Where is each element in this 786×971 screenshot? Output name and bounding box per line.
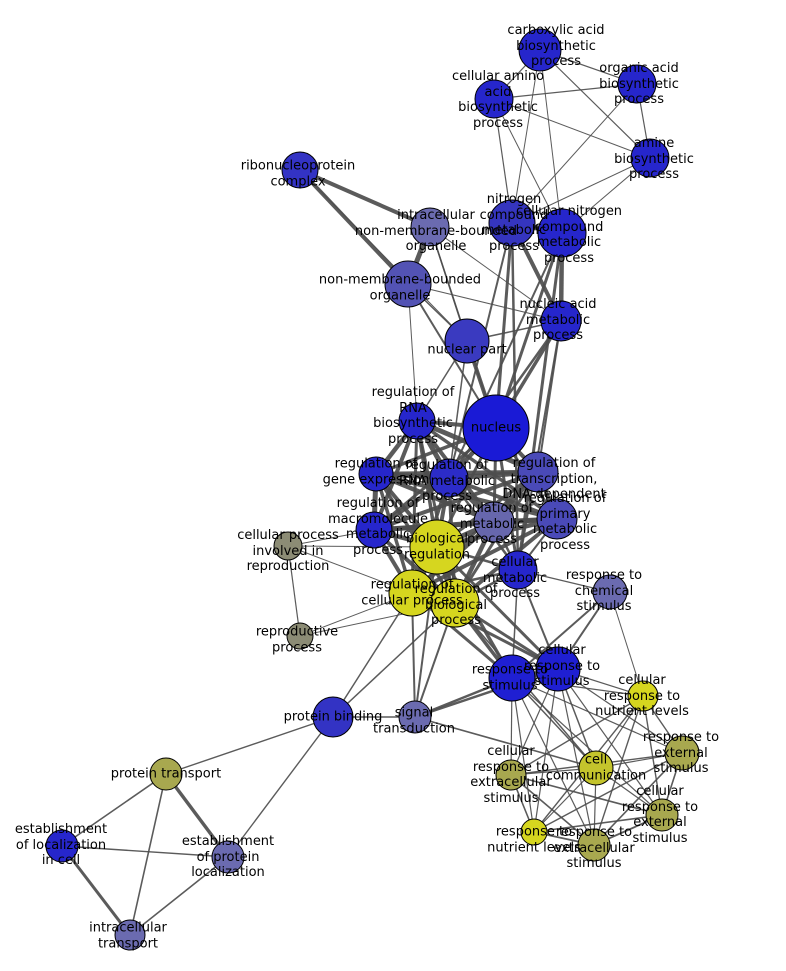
- graph-node-regulation-of-gene-expression[interactable]: [358, 456, 394, 492]
- graph-edge[interactable]: [593, 695, 644, 846]
- graph-edge[interactable]: [557, 668, 683, 754]
- graph-edge[interactable]: [375, 471, 495, 525]
- graph-edge[interactable]: [511, 83, 638, 224]
- graph-node-regulation-of-biological-process[interactable]: [430, 578, 480, 628]
- graph-edge[interactable]: [510, 695, 644, 776]
- graph-node-protein-binding[interactable]: [312, 696, 354, 738]
- graph-edge[interactable]: [533, 668, 559, 833]
- graph-node-cellular-response-to-stimulus[interactable]: [535, 646, 581, 692]
- graph-node-nuclear-part[interactable]: [444, 318, 490, 364]
- graph-edge[interactable]: [164, 772, 230, 859]
- graph-edge[interactable]: [435, 545, 560, 671]
- graph-edge[interactable]: [539, 49, 651, 159]
- graph-node-regulation-of-rna-metabolic-process[interactable]: [429, 458, 469, 498]
- graph-node-carboxylic-acid-biosynthetic-process[interactable]: [518, 28, 562, 72]
- graph-node-response-to-nutrient-levels[interactable]: [520, 818, 548, 846]
- graph-node-regulation-of-rna-biosynthetic-process[interactable]: [398, 402, 436, 440]
- graph-node-cellular-process-involved-in-reproduction[interactable]: [273, 531, 303, 561]
- graph-node-response-to-stimulus[interactable]: [488, 654, 536, 702]
- graph-node-establishment-of-protein-localization[interactable]: [211, 840, 245, 874]
- graph-node-protein-transport[interactable]: [149, 757, 183, 791]
- graph-edge[interactable]: [493, 83, 638, 100]
- graph-edge[interactable]: [429, 226, 562, 322]
- graph-node-non-membrane-bounded-organelle[interactable]: [384, 260, 432, 308]
- graph-edge[interactable]: [510, 774, 663, 816]
- graph-node-organic-acid-biosynthetic-process[interactable]: [617, 64, 657, 104]
- graph-node-regulation-of-macromolecule-metabolic-process[interactable]: [355, 511, 393, 549]
- graph-node-establishment-of-localization-in-cell[interactable]: [45, 829, 79, 863]
- graph-edge[interactable]: [609, 591, 644, 697]
- node-layer: [45, 28, 700, 951]
- graph-edge[interactable]: [129, 773, 167, 936]
- graph-node-nucleus[interactable]: [462, 394, 530, 462]
- graph-edge[interactable]: [227, 716, 334, 858]
- graph-edge[interactable]: [557, 668, 595, 846]
- graph-edge[interactable]: [511, 677, 595, 846]
- graph-edge[interactable]: [332, 602, 456, 718]
- graph-node-signal-transduction[interactable]: [398, 700, 432, 734]
- graph-node-amine-biosynthetic-process[interactable]: [630, 138, 670, 178]
- graph-node-response-to-external-stimulus[interactable]: [664, 735, 700, 771]
- graph-edge[interactable]: [516, 232, 564, 571]
- graph-node-reproductive-process[interactable]: [286, 622, 314, 650]
- graph-node-cellular-response-to-extracellular-stimulus[interactable]: [495, 759, 527, 791]
- graph-edge[interactable]: [414, 667, 559, 719]
- graph-edge[interactable]: [511, 677, 535, 833]
- graph-edge[interactable]: [60, 845, 132, 936]
- graph-edge[interactable]: [642, 695, 663, 816]
- graph-edge[interactable]: [165, 716, 334, 775]
- graph-node-regulation-of-transcription-dna-dependent[interactable]: [517, 451, 559, 493]
- graph-node-intracellular-non-membrane-bounded-organelle[interactable]: [410, 207, 450, 247]
- graph-node-regulation-of-cellular-process[interactable]: [388, 569, 436, 617]
- graph-node-cell-communication[interactable]: [578, 750, 614, 786]
- graph-edge[interactable]: [511, 49, 541, 224]
- graph-edge[interactable]: [299, 168, 431, 229]
- graph-node-nucleic-acid-metabolic-process[interactable]: [540, 300, 582, 342]
- graph-edge[interactable]: [533, 752, 683, 833]
- graph-edge[interactable]: [61, 773, 167, 847]
- graph-edge[interactable]: [299, 169, 468, 342]
- graph-node-regulation-of-metabolic-process[interactable]: [473, 501, 515, 543]
- graph-edge[interactable]: [539, 49, 563, 234]
- graph-node-nitrogen-compound-metabolic-process[interactable]: [488, 199, 536, 247]
- graph-node-response-to-chemical-stimulus[interactable]: [592, 574, 628, 610]
- graph-edge[interactable]: [593, 752, 683, 846]
- graph-edge[interactable]: [375, 472, 558, 521]
- graph-edge[interactable]: [411, 517, 558, 595]
- graph-edge[interactable]: [287, 545, 301, 637]
- graph-node-response-to-extracellular-stimulus[interactable]: [577, 828, 611, 862]
- graph-node-intracellular-transport[interactable]: [114, 919, 146, 951]
- graph-node-cellular-metabolic-process[interactable]: [498, 550, 538, 590]
- graph-edge[interactable]: [511, 157, 651, 224]
- graph-edge[interactable]: [511, 677, 683, 754]
- graph-edge[interactable]: [494, 222, 514, 429]
- graph-node-biological-regulation[interactable]: [409, 519, 465, 575]
- graph-edge[interactable]: [533, 814, 663, 833]
- graph-node-cellular-nitrogen-compound-metabolic-process[interactable]: [537, 208, 587, 258]
- graph-edge[interactable]: [510, 774, 595, 846]
- graph-edge[interactable]: [332, 592, 413, 718]
- graph-edge[interactable]: [129, 856, 229, 936]
- graph-edge[interactable]: [557, 668, 663, 816]
- graph-edge[interactable]: [415, 419, 559, 521]
- graph-node-cellular-response-to-external-stimulus[interactable]: [645, 798, 679, 832]
- graph-edge[interactable]: [61, 845, 229, 858]
- graph-node-regulation-of-primary-metabolic-process[interactable]: [536, 498, 578, 540]
- graph-edge[interactable]: [448, 340, 468, 479]
- graph-edge[interactable]: [373, 470, 539, 532]
- graph-edge[interactable]: [414, 546, 438, 718]
- graph-edge[interactable]: [414, 716, 597, 769]
- graph-edge[interactable]: [493, 98, 563, 234]
- graph-edge[interactable]: [493, 98, 651, 159]
- graph-node-ribonucleoprotein-complex[interactable]: [281, 151, 319, 189]
- edge-layer: [60, 49, 683, 936]
- graph-node-cellular-response-to-nutrient-levels[interactable]: [627, 680, 659, 712]
- graph-node-cellular-amino-acid-biosynthetic-process[interactable]: [474, 79, 514, 119]
